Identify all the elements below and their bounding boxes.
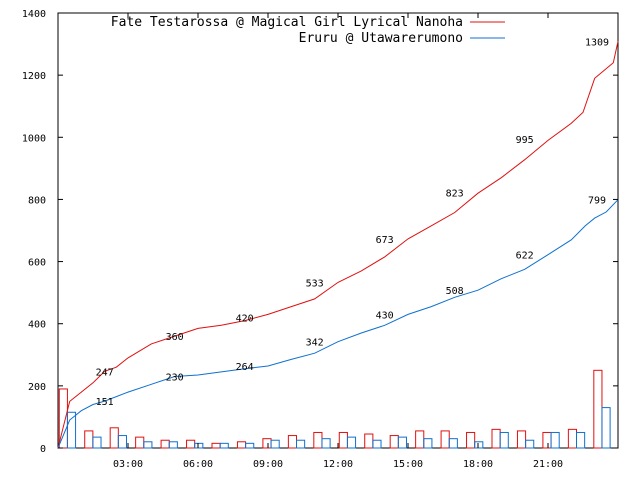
y-tick-label: 400 [28, 320, 46, 331]
bar-series-2 [296, 439, 306, 449]
x-tick-label: 15:00 [393, 459, 423, 470]
bar-series-1 [491, 428, 501, 449]
bar-series-1 [415, 430, 425, 449]
bar-series-2 [525, 439, 535, 449]
bar-series-1 [440, 430, 450, 449]
series-lines [57, 41, 619, 449]
legend-label-series-1: Fate Testarossa @ Magical Girl Lyrical N… [111, 15, 463, 30]
bar-series-1 [516, 430, 527, 449]
bar-series-2 [245, 442, 255, 449]
legend: Fate Testarossa @ Magical Girl Lyrical N… [111, 15, 505, 46]
data-label-series-2: 799 [588, 196, 606, 207]
bar-series-2 [346, 436, 357, 449]
y-tick-label: 600 [28, 258, 46, 269]
y-tick-label: 0 [40, 444, 46, 455]
line-series-1 [57, 41, 619, 449]
bar-series-2 [397, 436, 407, 449]
bar-series-2 [168, 441, 178, 449]
line-series-2 [57, 199, 619, 449]
y-tick-label: 1000 [22, 133, 46, 144]
legend-label-series-2: Eruru @ Utawarerumono [299, 31, 463, 46]
data-label-series-2: 508 [446, 286, 464, 297]
bar-series-1 [135, 436, 145, 449]
bar-series-2 [423, 438, 433, 449]
bar-series-2 [270, 439, 280, 449]
data-label-series-1: 247 [96, 367, 114, 378]
bar-series-1 [567, 428, 578, 449]
hourly-bars [58, 369, 611, 449]
bar-series-2 [448, 438, 458, 449]
bar-series-1 [160, 439, 170, 449]
bar-series-2 [372, 439, 382, 449]
plot-frame [57, 12, 619, 449]
bar-series-1 [542, 431, 552, 449]
bar-series-2 [92, 436, 102, 449]
data-label-series-2: 430 [376, 310, 394, 321]
bar-series-2 [66, 411, 77, 449]
data-label-series-2: 230 [166, 373, 184, 384]
bar-series-2 [499, 431, 509, 449]
bar-series-2 [321, 438, 331, 449]
bar-series-1 [84, 430, 94, 449]
y-axis: 0 200 400 600 800 1000 1200 1400 [22, 9, 618, 455]
bar-series-1 [236, 441, 247, 449]
y-tick-label: 200 [28, 382, 46, 393]
bar-series-2 [550, 431, 560, 449]
data-label-series-1: 995 [516, 135, 534, 146]
data-label-series-1: 823 [446, 188, 464, 199]
bar-series-2 [576, 431, 586, 449]
data-label-series-2: 151 [96, 397, 114, 408]
x-tick-label: 06:00 [183, 459, 213, 470]
bar-series-1 [338, 431, 348, 449]
bar-series-1 [262, 438, 272, 449]
x-tick-label: 21:00 [533, 459, 563, 470]
bar-series-1 [313, 431, 323, 449]
bar-series-2 [194, 442, 204, 449]
y-tick-label: 800 [28, 195, 46, 206]
data-label-series-2: 622 [516, 251, 534, 262]
bar-series-1 [389, 435, 399, 449]
x-tick-label: 09:00 [253, 459, 283, 470]
bar-series-1 [466, 431, 476, 449]
x-tick-label: 03:00 [113, 459, 143, 470]
data-label-series-2: 264 [236, 362, 254, 373]
data-label-series-1: 533 [306, 278, 324, 289]
x-tick-label: 18:00 [463, 459, 493, 470]
bar-series-1 [109, 427, 119, 449]
bar-series-1 [364, 433, 374, 449]
data-label-series-1: 360 [166, 332, 184, 343]
bar-series-2 [601, 407, 611, 449]
data-labels: 247 360 420 533 673 823 995 1309 151 230 264 342 430… [96, 37, 609, 408]
bar-series-2 [117, 435, 127, 449]
y-tick-label: 1400 [22, 9, 46, 20]
bar-series-2 [219, 442, 229, 449]
data-label-series-1: 420 [236, 314, 254, 325]
bar-series-1 [287, 435, 298, 449]
x-tick-label: 12:00 [323, 459, 353, 470]
data-label-series-1: 673 [376, 235, 394, 246]
x-axis: 03:00 06:00 09:00 12:00 15:00 18:00 21:00 [113, 13, 563, 470]
data-label-series-1: 1309 [585, 37, 609, 48]
bar-series-1 [186, 439, 196, 449]
bar-series-1 [593, 369, 603, 449]
bar-series-2 [143, 441, 153, 449]
bar-series-1 [211, 442, 221, 449]
y-tick-label: 1200 [22, 71, 46, 82]
data-label-series-2: 342 [306, 338, 324, 349]
bar-series-2 [474, 441, 484, 449]
